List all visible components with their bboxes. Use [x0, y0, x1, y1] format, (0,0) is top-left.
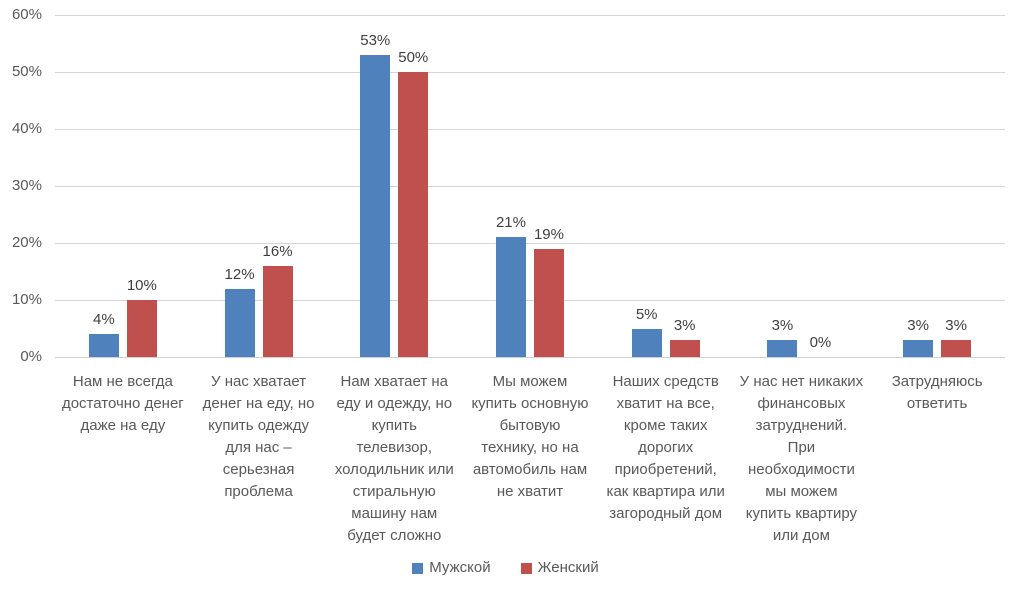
bar-Женский [262, 265, 293, 357]
y-tick-label: 50% [11, 63, 42, 80]
bar-Мужской [767, 339, 798, 357]
bar-group: 5% 3% [598, 15, 734, 357]
gridline [55, 186, 1005, 187]
bar-value-label: 10% [126, 277, 157, 294]
y-tick-label: 30% [11, 177, 42, 194]
bar-value-label: 3% [771, 316, 794, 334]
gridline [55, 129, 1005, 130]
bar-value-label: 3% [945, 316, 967, 334]
bar-Мужской [495, 237, 526, 357]
category-label: У нас хватает денег на еду, но купить од… [202, 373, 315, 500]
category-label: Нам не всегда достаточно денег даже на е… [61, 373, 184, 434]
bar-value-label: 16% [262, 242, 293, 260]
bar-Женский [398, 72, 429, 357]
bar-value-label: 3% [907, 316, 929, 334]
bar-Женский [941, 339, 972, 357]
legend-swatch-icon [520, 562, 532, 574]
legend-item-label: Женский [537, 559, 599, 576]
bar-value-label: 12% [224, 265, 255, 283]
category-label: Нам хватает на еду и одежду, но купить т… [334, 373, 454, 544]
category-label: Наших средств хватит на все, кроме таких… [606, 373, 725, 522]
y-tick-label: 10% [11, 291, 42, 308]
category-label: У нас нет никаких финансовых затруднений… [739, 373, 864, 544]
y-tick-label: 60% [11, 6, 42, 23]
bar-group: 3% 0% [734, 15, 870, 357]
legend-item: Женский [520, 559, 599, 577]
y-tick-label: 20% [11, 234, 42, 251]
bar-group: 21% 19% [462, 15, 598, 357]
bar-value-label: 50% [398, 49, 429, 66]
gridline [55, 243, 1005, 244]
y-tick-label: 0% [20, 348, 42, 365]
gridline [55, 72, 1005, 73]
bar-Мужской [360, 54, 391, 357]
gridline [55, 357, 1005, 358]
legend: Мужской Женский [0, 559, 1011, 577]
bar-Мужской [88, 334, 119, 357]
bar-group: 12% 16% [191, 15, 327, 357]
category-label: Мы можем купить основную бытовую технику… [471, 373, 589, 500]
bar-value-label: 5% [635, 305, 658, 323]
legend-item-label: Мужской [429, 559, 491, 576]
bar-value-label: 0% [809, 334, 832, 351]
bar-value-label: 21% [495, 214, 526, 232]
bar-Женский [126, 300, 157, 357]
bar-group: 4% 10% [55, 15, 191, 357]
bar-Женский [669, 339, 700, 357]
bar-group: 53% 50% [326, 15, 462, 357]
bar-value-label: 53% [360, 31, 391, 49]
legend-item: Мужской [412, 559, 491, 577]
bar-Мужской [903, 339, 934, 357]
legend-swatch-icon [412, 562, 424, 574]
y-tick-label: 40% [11, 120, 42, 137]
bar-Мужской [631, 328, 662, 357]
category-label: Затрудняюсь ответить [891, 373, 983, 412]
bar-value-label: 19% [533, 225, 564, 243]
bar-value-label: 4% [93, 311, 115, 329]
bar-Мужской [224, 288, 255, 357]
bar-value-label: 3% [673, 316, 696, 334]
gridline [55, 15, 1005, 16]
plot-area: 4% 10% 12% 16% 53% 50% 21% 19% 5% 3% 3% 0% 3% 3% [55, 15, 1005, 358]
gridline [55, 300, 1005, 301]
bar-Женский [533, 248, 564, 357]
bar-group: 3% 3% [869, 15, 1005, 357]
